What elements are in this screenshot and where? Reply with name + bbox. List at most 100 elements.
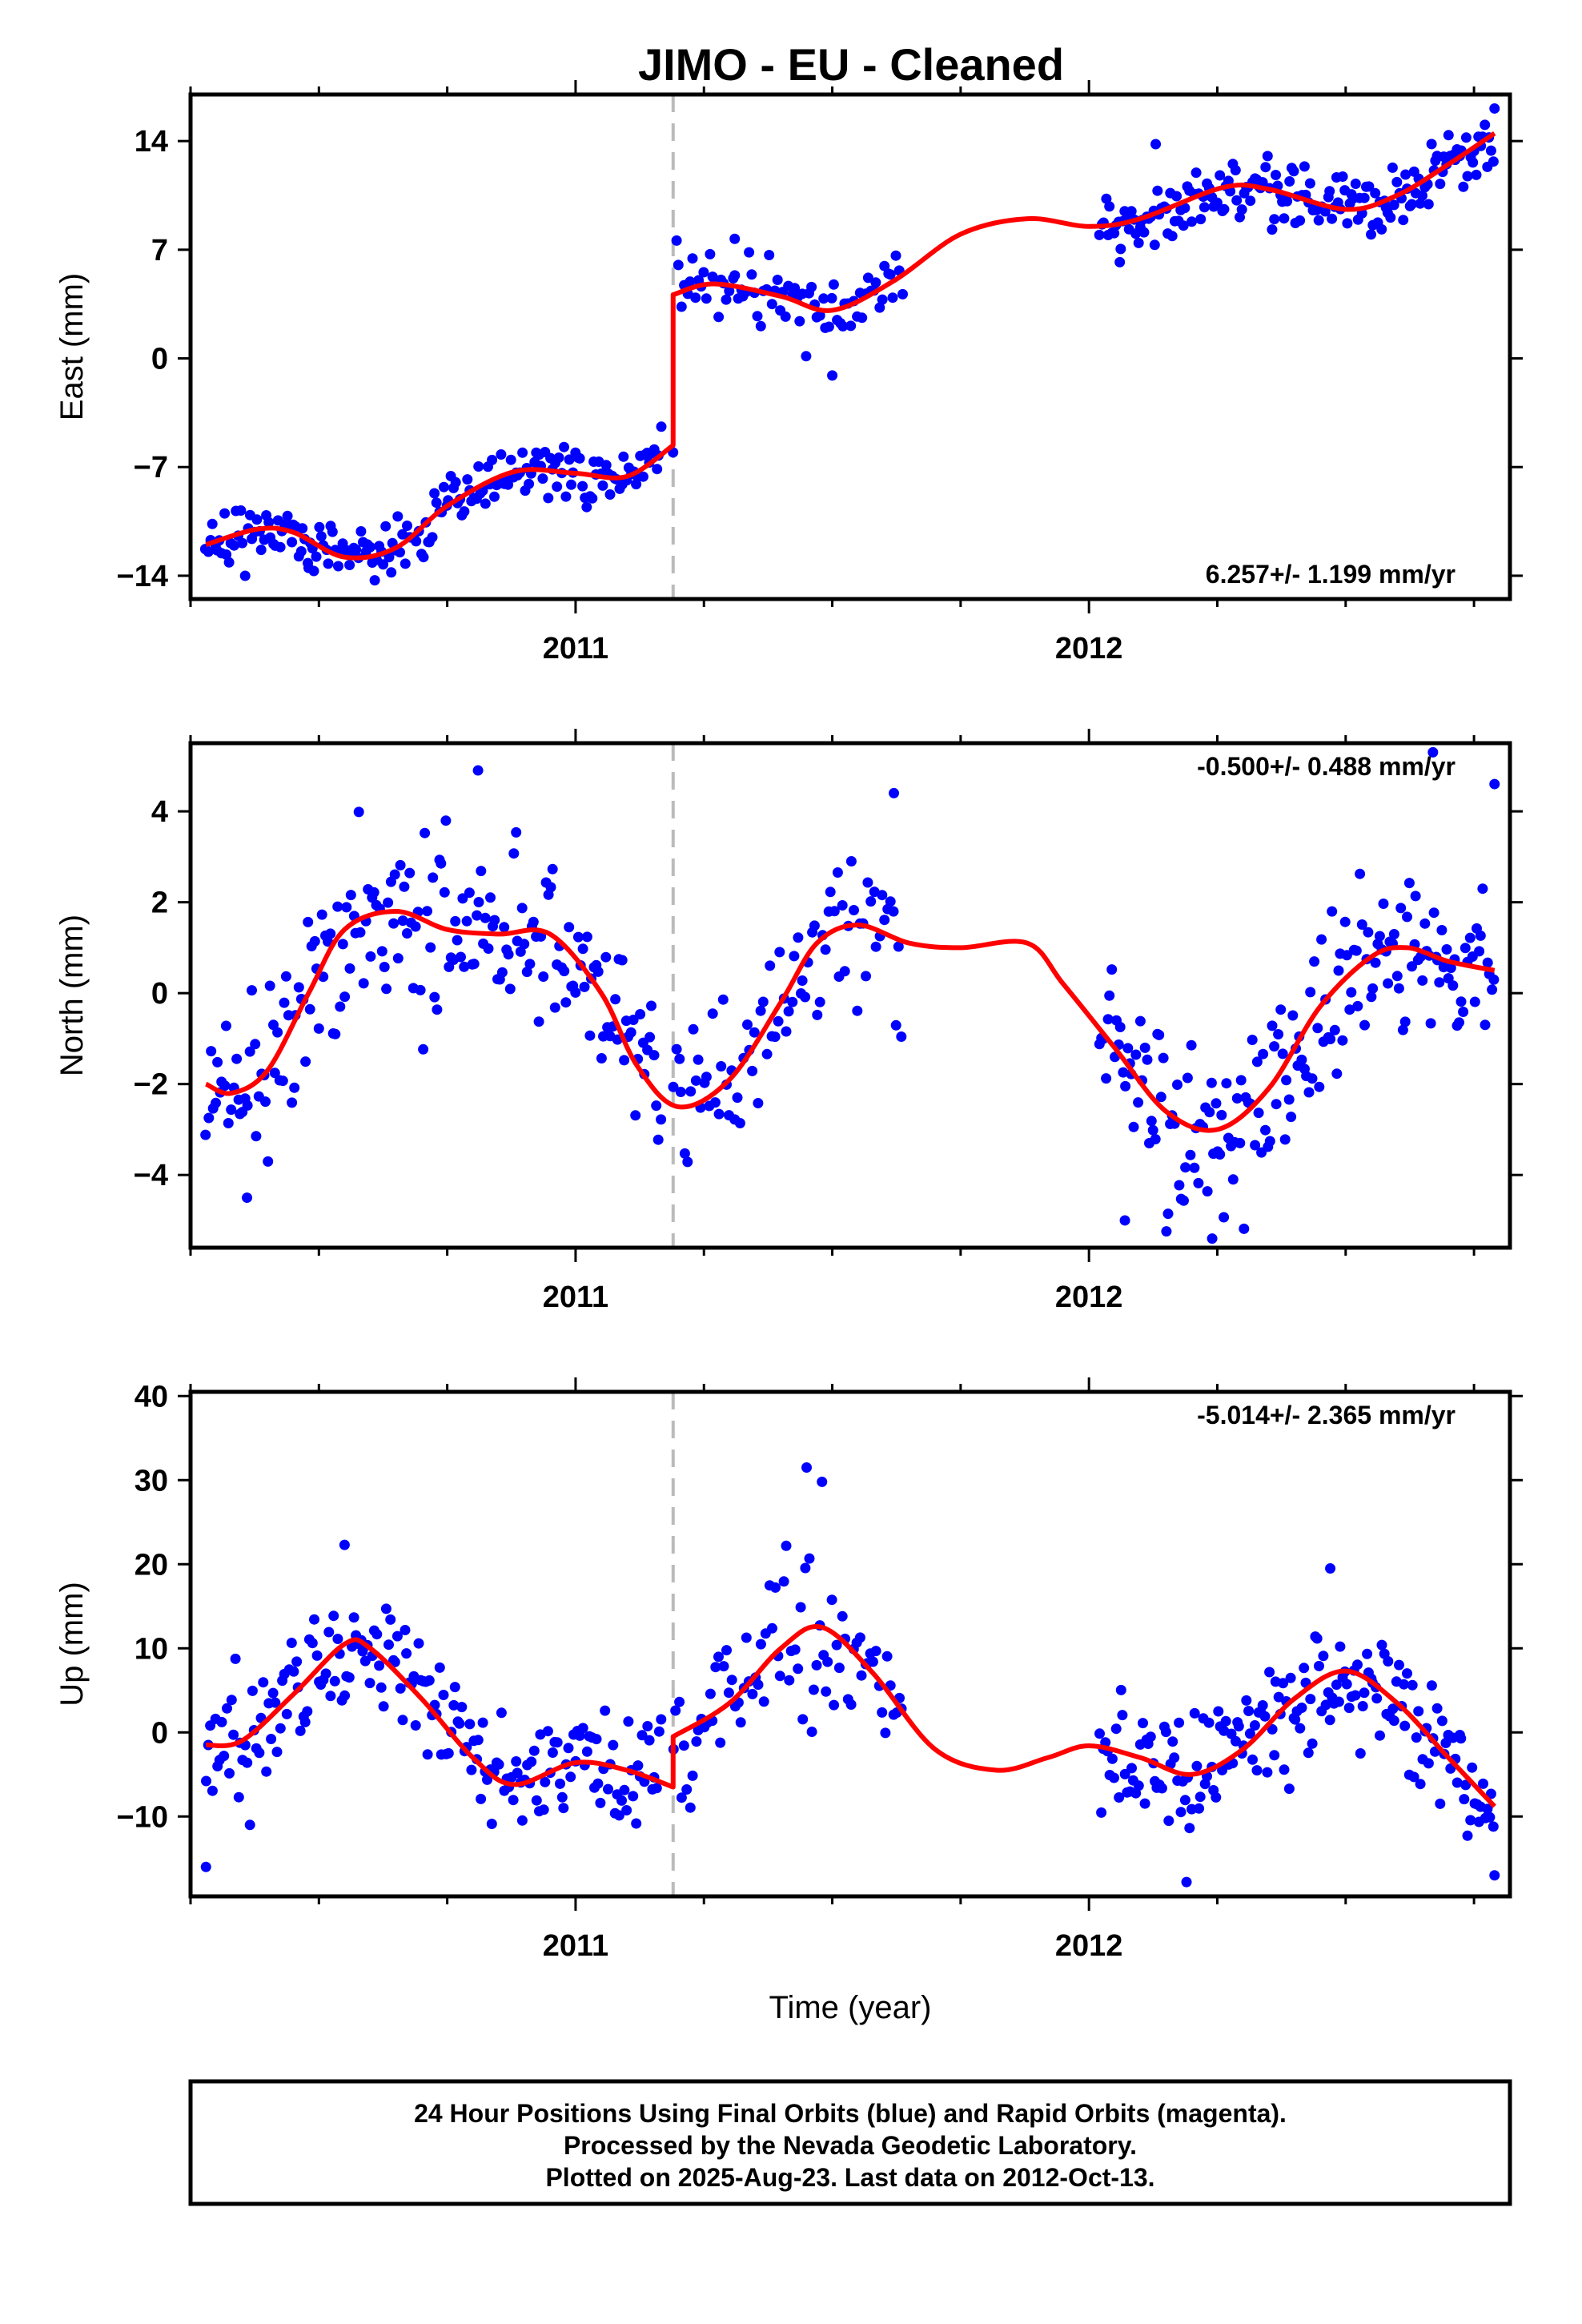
data-point bbox=[247, 985, 257, 996]
data-point bbox=[271, 1747, 283, 1758]
data-point bbox=[538, 1804, 549, 1815]
data-point bbox=[486, 1819, 497, 1829]
data-point bbox=[1233, 1721, 1244, 1732]
data-point bbox=[1355, 868, 1366, 879]
data-point bbox=[540, 1776, 551, 1787]
data-point bbox=[1114, 1792, 1125, 1803]
data-point bbox=[1134, 1015, 1146, 1027]
plot-frame bbox=[188, 92, 1512, 601]
data-point bbox=[1337, 171, 1348, 182]
data-point bbox=[755, 1005, 766, 1016]
data-point bbox=[219, 1080, 231, 1092]
data-point bbox=[379, 962, 390, 972]
data-point bbox=[1352, 1000, 1363, 1011]
data-point bbox=[224, 1767, 235, 1779]
data-point bbox=[410, 1720, 421, 1731]
data-point bbox=[459, 506, 470, 517]
data-point bbox=[219, 508, 231, 519]
data-point bbox=[744, 247, 755, 258]
data-point bbox=[452, 935, 463, 946]
data-point bbox=[1249, 1720, 1260, 1731]
data-point bbox=[1428, 907, 1439, 919]
y-tick-label: −2 bbox=[134, 1068, 168, 1102]
data-point bbox=[487, 454, 498, 465]
data-point bbox=[1285, 1672, 1296, 1683]
data-point bbox=[630, 1110, 641, 1121]
data-point bbox=[1178, 220, 1189, 231]
y-tick-label: 4 bbox=[151, 795, 168, 829]
data-point bbox=[1114, 1022, 1126, 1032]
data-point bbox=[778, 1576, 789, 1587]
data-point bbox=[1346, 987, 1357, 998]
data-point bbox=[519, 939, 530, 950]
data-point bbox=[797, 975, 808, 986]
data-point bbox=[233, 1791, 244, 1803]
data-point bbox=[837, 900, 848, 911]
data-point bbox=[877, 890, 888, 901]
data-point bbox=[1359, 1019, 1370, 1031]
data-point bbox=[1191, 167, 1202, 179]
data-point bbox=[418, 1043, 429, 1055]
data-point bbox=[297, 523, 308, 534]
data-point bbox=[616, 1795, 627, 1806]
data-point bbox=[1312, 1023, 1323, 1034]
data-point bbox=[675, 1087, 686, 1097]
north-panel: −4 −2 0 2 4 2011 2012 North (mm) -0.500+/- 0.488… bbox=[54, 729, 1523, 1314]
data-point bbox=[512, 1767, 523, 1779]
data-point bbox=[1333, 965, 1344, 976]
data-point bbox=[758, 1696, 769, 1707]
data-point bbox=[1231, 1093, 1243, 1104]
data-point bbox=[504, 983, 516, 995]
data-point bbox=[1279, 213, 1290, 224]
data-point bbox=[831, 1639, 842, 1651]
data-point bbox=[1282, 195, 1293, 207]
data-point bbox=[741, 1632, 752, 1643]
data-point bbox=[275, 541, 286, 553]
data-point bbox=[1191, 1760, 1203, 1771]
data-point bbox=[511, 1756, 522, 1767]
data-point bbox=[231, 1053, 243, 1064]
up-panel: −10 0 10 20 30 40 2011 2012 Up (mm) -5.014+/- 2.3… bbox=[54, 1377, 1523, 2025]
data-point bbox=[376, 946, 387, 957]
data-point bbox=[448, 1699, 460, 1711]
data-point bbox=[823, 321, 834, 332]
data-point bbox=[1337, 1035, 1348, 1046]
data-point bbox=[311, 551, 322, 562]
data-point bbox=[581, 931, 592, 943]
data-point bbox=[577, 943, 588, 955]
data-point bbox=[239, 570, 251, 581]
data-point bbox=[1114, 256, 1126, 267]
data-point bbox=[685, 1086, 697, 1097]
data-point bbox=[688, 1023, 699, 1035]
data-point bbox=[1193, 1177, 1204, 1188]
data-point bbox=[1436, 1715, 1447, 1727]
data-point bbox=[674, 1696, 685, 1707]
data-point bbox=[228, 540, 239, 551]
data-point bbox=[480, 912, 491, 923]
data-point bbox=[1343, 1703, 1355, 1714]
data-point bbox=[1395, 903, 1407, 914]
data-point bbox=[854, 1632, 865, 1643]
data-point bbox=[226, 1104, 237, 1116]
data-point bbox=[1419, 918, 1431, 929]
data-point bbox=[251, 1131, 262, 1142]
data-point bbox=[383, 897, 394, 908]
data-point bbox=[1194, 1803, 1205, 1814]
data-point bbox=[325, 928, 336, 939]
data-point bbox=[713, 1651, 724, 1663]
data-point bbox=[261, 1766, 272, 1777]
data-point bbox=[1342, 218, 1353, 229]
data-point bbox=[559, 441, 569, 452]
data-point bbox=[358, 978, 369, 989]
data-point bbox=[783, 1006, 794, 1017]
data-point bbox=[1206, 1077, 1217, 1088]
data-point bbox=[1257, 1700, 1268, 1711]
data-point bbox=[1267, 224, 1278, 235]
data-point bbox=[314, 521, 325, 533]
y-tick-label: −7 bbox=[134, 451, 168, 485]
data-point bbox=[533, 1016, 544, 1027]
data-point bbox=[1366, 991, 1377, 1003]
data-point bbox=[879, 260, 890, 271]
data-point bbox=[1120, 1080, 1131, 1092]
data-point bbox=[1351, 945, 1362, 956]
